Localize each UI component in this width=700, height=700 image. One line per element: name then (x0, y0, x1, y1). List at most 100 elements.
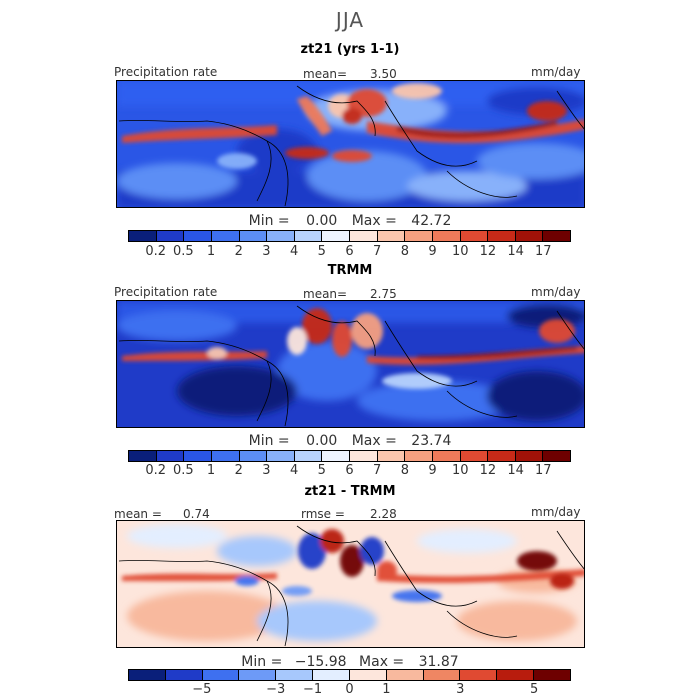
colorbar-cell (488, 451, 516, 461)
colorbar-tick-label: 3 (456, 682, 465, 697)
colorbar-tick-label: 10 (451, 244, 469, 259)
colorbar-cell (377, 451, 406, 461)
panel-3-rmse-label: rmse = (301, 507, 345, 521)
colorbar-tick-label: 14 (507, 463, 524, 478)
colorbar-tick-label: 0 (345, 682, 354, 697)
colorbar-tick-label: 2 (234, 244, 243, 259)
colorbar-tick-label: 7 (373, 244, 382, 259)
panel-1-mean-label: mean= (303, 67, 348, 81)
colorbar-tick-label: 14 (507, 244, 524, 259)
colorbar-cell (239, 670, 277, 680)
colorbar-cell (267, 231, 295, 241)
panel-2-min-label: Min = (248, 433, 290, 449)
panel-2-mean-label: mean= (303, 287, 348, 301)
colorbar-tick-label: 0.5 (173, 463, 194, 478)
panel-3-max-value: 31.87 (418, 654, 459, 670)
colorbar-tick-label: 8 (400, 244, 410, 259)
panel-3-title: zt21 - TRMM (304, 484, 396, 499)
colorbar-cell (534, 670, 570, 680)
panel-3-mean-label: mean = (114, 507, 162, 521)
colorbar-cell (202, 670, 240, 680)
panel-2-map (116, 300, 585, 428)
colorbar-cell (322, 451, 350, 461)
panel-1-map (116, 80, 585, 208)
panel-3-mean-value: 0.74 (183, 507, 210, 521)
panel-3-min-value: −15.98 (294, 654, 347, 670)
colorbar-cell (211, 231, 240, 241)
colorbar-tick-label: 6 (345, 244, 354, 259)
panel-2-units: mm/day (531, 285, 581, 299)
colorbar-cell (294, 451, 323, 461)
panel-2-variable-label: Precipitation rate (114, 285, 218, 299)
colorbar-cell (515, 231, 544, 241)
panel-1-max-label: Max = (351, 213, 397, 229)
colorbar-cell (276, 670, 314, 680)
colorbar-cell (129, 231, 157, 241)
colorbar-cell (515, 451, 544, 461)
colorbar-tick-label: 0.2 (145, 463, 167, 478)
panel-2-max-label: Max = (351, 433, 397, 449)
panel-1-min-label: Min = (248, 213, 290, 229)
panel-1-minmax: Min = 0.00 Max = 42.72 (0, 213, 700, 229)
colorbar-cell (460, 451, 489, 461)
colorbar-cell (405, 451, 433, 461)
panel-1-colorbar (128, 230, 571, 242)
colorbar-tick-label: 4 (289, 244, 299, 259)
panel-2-mean-value: 2.75 (370, 287, 397, 301)
colorbar-tick-label: 5 (529, 682, 539, 697)
panel-2-colorbar (128, 450, 571, 462)
colorbar-cell (488, 231, 516, 241)
colorbar-tick-label: 1 (206, 463, 216, 478)
panel-1-title: zt21 (yrs 1-1) (300, 42, 400, 57)
colorbar-tick-label: 3 (262, 463, 271, 478)
colorbar-cell (377, 231, 406, 241)
panel-1-variable-label: Precipitation rate (114, 65, 218, 79)
panel-2-max-value: 23.74 (411, 433, 452, 449)
colorbar-tick-label: 7 (373, 463, 382, 478)
panel-3-minmax: Min = −15.98 Max = 31.87 (0, 654, 700, 670)
colorbar-cell (460, 231, 489, 241)
colorbar-cell (239, 231, 268, 241)
colorbar-tick-label: 0.5 (173, 244, 194, 259)
colorbar-cell (497, 670, 535, 680)
panel-3-rmse-value: 2.28 (370, 507, 397, 521)
colorbar-tick-label: −3 (266, 682, 286, 697)
colorbar-tick-label: 17 (535, 463, 552, 478)
colorbar-tick-label: 8 (400, 463, 410, 478)
colorbar-cell (423, 670, 461, 680)
colorbar-cell (432, 231, 461, 241)
colorbar-cell (165, 670, 203, 680)
panel-3-max-label: Max = (359, 654, 405, 670)
colorbar-tick-label: 12 (479, 463, 497, 478)
colorbar-cell (386, 670, 424, 680)
colorbar-tick-label: 12 (479, 244, 497, 259)
panel-2-min-value: 0.00 (306, 433, 338, 449)
colorbar-cell (350, 231, 378, 241)
colorbar-cell (184, 231, 212, 241)
colorbar-cell (184, 451, 212, 461)
colorbar-cell (349, 670, 387, 680)
colorbar-cell (543, 231, 570, 241)
colorbar-cell (239, 451, 268, 461)
colorbar-cell (432, 451, 461, 461)
panel-3-colorbar (128, 669, 571, 681)
colorbar-cell (294, 231, 323, 241)
panel-1-mean-value: 3.50 (370, 67, 397, 81)
panel-3-units: mm/day (531, 505, 581, 519)
colorbar-tick-label: 5 (317, 463, 326, 478)
colorbar-cell (543, 451, 570, 461)
panel-3-map (116, 520, 585, 648)
panel-3-colorbar-ticks: −5 −3 −1 0 1 3 5 (128, 682, 571, 698)
colorbar-cell (460, 670, 498, 680)
panel-1-min-value: 0.00 (306, 213, 338, 229)
colorbar-tick-label: 1 (206, 244, 216, 259)
panel-2-title: TRMM (327, 263, 373, 278)
panel-2-colorbar-ticks: 0.2 0.5 1 2 3 4 5 6 7 8 9 10 12 14 17 (128, 463, 571, 479)
colorbar-tick-label: 10 (451, 463, 469, 478)
colorbar-tick-label: 4 (289, 463, 299, 478)
colorbar-tick-label: 1 (382, 682, 391, 697)
colorbar-tick-label: 5 (317, 244, 326, 259)
colorbar-cell (322, 231, 350, 241)
panel-1-max-value: 42.72 (411, 213, 452, 229)
colorbar-tick-label: 0.2 (145, 244, 167, 259)
